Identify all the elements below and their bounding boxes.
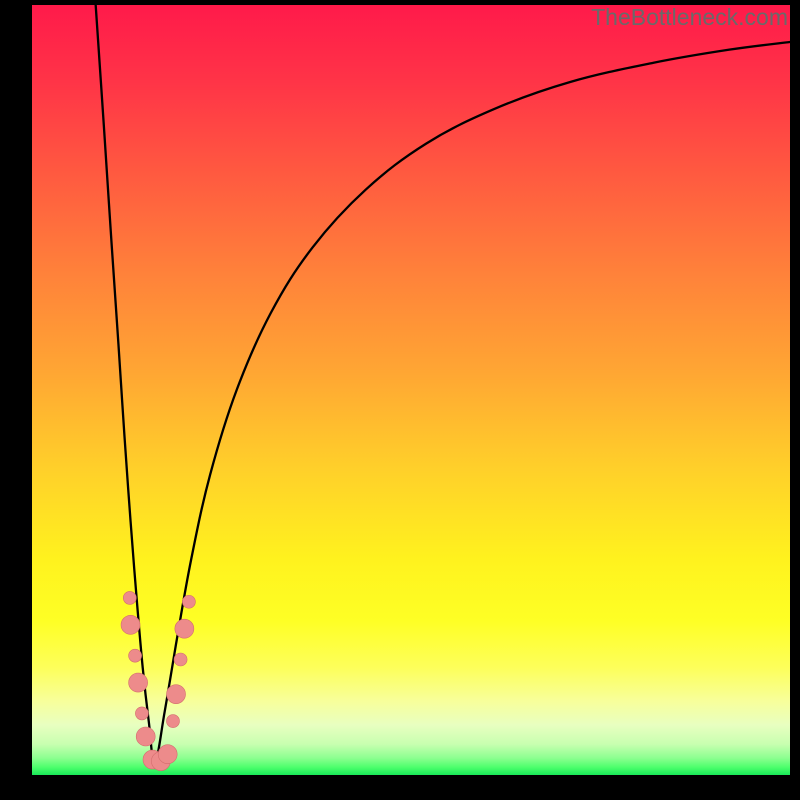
data-marker xyxy=(175,619,194,638)
gradient-background xyxy=(32,5,790,775)
data-marker xyxy=(129,673,148,692)
data-marker xyxy=(158,745,177,764)
data-marker xyxy=(174,653,187,666)
data-marker xyxy=(136,727,155,746)
data-marker xyxy=(121,615,140,634)
data-marker xyxy=(123,591,136,604)
watermark-label: TheBottleneck.com xyxy=(591,4,788,31)
bottleneck-chart xyxy=(32,5,790,775)
data-marker xyxy=(167,685,186,704)
data-marker xyxy=(135,707,148,720)
data-marker xyxy=(166,715,179,728)
data-marker xyxy=(129,649,142,662)
chart-frame: TheBottleneck.com xyxy=(0,0,800,800)
data-marker xyxy=(182,595,195,608)
